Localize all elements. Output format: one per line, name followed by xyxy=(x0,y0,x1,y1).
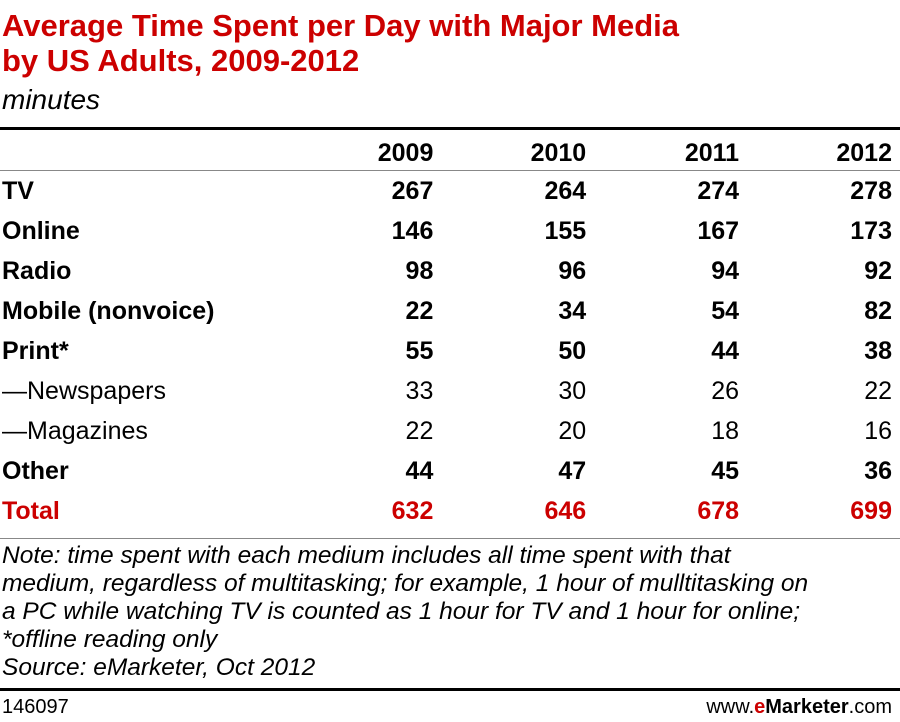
table-cell: 26 xyxy=(711,377,740,405)
note-line: Note: time spent with each medium includ… xyxy=(2,542,731,569)
table-cell: 267 xyxy=(391,177,434,205)
table-cell: 33 xyxy=(405,377,434,405)
table-row: Mobile (nonvoice) 22 34 54 82 xyxy=(0,291,900,331)
table-cell: 98 xyxy=(405,257,434,285)
row-label: TV xyxy=(2,177,34,205)
table-cell: 278 xyxy=(850,177,892,205)
table-row: —Magazines 22 20 18 16 xyxy=(0,411,900,451)
row-label: Mobile (nonvoice) xyxy=(2,297,215,325)
header-row: 2009 2010 2011 2012 xyxy=(0,136,900,171)
brand-suffix: .com xyxy=(848,696,892,718)
chart-subtitle: minutes xyxy=(2,84,101,115)
table-cell: 47 xyxy=(558,457,587,485)
column-header: 2010 xyxy=(530,139,587,167)
title-line-1: Average Time Spent per Day with Major Me… xyxy=(2,8,680,43)
table-row: Online 146 155 167 173 xyxy=(0,211,900,251)
table-cell: 50 xyxy=(558,337,587,365)
footnote: Note: time spent with each medium includ… xyxy=(2,542,897,682)
column-header: 2012 xyxy=(836,139,892,167)
note-line: a PC while watching TV is counted as 1 h… xyxy=(2,598,801,625)
column-header: 2011 xyxy=(684,139,740,167)
chart-title: Average Time Spent per Day with Major Me… xyxy=(2,8,892,78)
table-cell: 94 xyxy=(711,257,740,285)
footer-rule xyxy=(0,688,900,691)
table-cell: 274 xyxy=(697,177,740,205)
row-label: Print* xyxy=(2,337,69,365)
table-cell: 82 xyxy=(864,297,892,325)
row-label: Total xyxy=(2,497,60,525)
table-cell: 632 xyxy=(391,497,434,525)
bottom-rule xyxy=(0,538,900,539)
table-cell: 22 xyxy=(405,417,434,445)
brand-prefix: www. xyxy=(706,696,755,718)
table-row: Print* 55 50 44 38 xyxy=(0,331,900,371)
table-row: Radio 98 96 94 92 xyxy=(0,251,900,291)
table-cell: 646 xyxy=(544,497,587,525)
table-cell: 44 xyxy=(711,337,740,365)
row-label: —Newspapers xyxy=(2,377,166,405)
note-line: *offline reading only xyxy=(2,626,218,653)
table-cell: 264 xyxy=(544,177,587,205)
note-line: medium, regardless of multitasking; for … xyxy=(2,570,809,597)
table-cell: 146 xyxy=(391,217,434,245)
table-cell: 20 xyxy=(558,417,587,445)
table-cell: 36 xyxy=(864,457,892,485)
data-table: 2009 2010 2011 2012 TV 267 264 274 278 Online… xyxy=(0,136,900,531)
table-cell: 173 xyxy=(850,217,892,245)
table-row: Total 632 646 678 699 xyxy=(0,491,900,531)
brand-e: e xyxy=(754,696,766,718)
table-cell: 155 xyxy=(544,217,587,245)
table-cell: 38 xyxy=(864,337,892,365)
table-cell: 22 xyxy=(405,297,434,325)
row-label: Radio xyxy=(2,257,72,285)
row-label: Other xyxy=(2,457,69,485)
source-line: Source: eMarketer, Oct 2012 xyxy=(2,654,316,681)
table-cell: 55 xyxy=(405,337,434,365)
title-line-2: by US Adults, 2009-2012 xyxy=(2,43,360,78)
table-cell: 18 xyxy=(711,417,740,445)
table-cell: 45 xyxy=(711,457,740,485)
table-cell: 22 xyxy=(864,377,892,405)
top-rule xyxy=(0,127,900,130)
column-header: 2009 xyxy=(377,139,434,167)
table-cell: 30 xyxy=(558,377,587,405)
chart-id: 146097 xyxy=(2,696,69,718)
table-body: TV 267 264 274 278 Online 146 155 167 173 Radio 98 9… xyxy=(0,171,900,532)
table-cell: 167 xyxy=(697,217,740,245)
table-cell: 96 xyxy=(558,257,587,285)
table-row: TV 267 264 274 278 xyxy=(0,171,900,212)
table-cell: 54 xyxy=(711,297,740,325)
table-cell: 16 xyxy=(864,417,892,445)
brand-name: Marketer xyxy=(765,696,849,718)
table-cell: 92 xyxy=(864,257,892,285)
table-cell: 699 xyxy=(850,497,892,525)
table-cell: 678 xyxy=(697,497,740,525)
row-label: —Magazines xyxy=(2,417,148,445)
table-cell: 34 xyxy=(558,297,587,325)
table-row: —Newspapers 33 30 26 22 xyxy=(0,371,900,411)
header-label-cell xyxy=(0,136,355,171)
table-cell: 44 xyxy=(405,457,434,485)
table-row: Other 44 47 45 36 xyxy=(0,451,900,491)
brand-logo: www.eMarketer.com xyxy=(706,695,892,719)
row-label: Online xyxy=(2,217,80,245)
